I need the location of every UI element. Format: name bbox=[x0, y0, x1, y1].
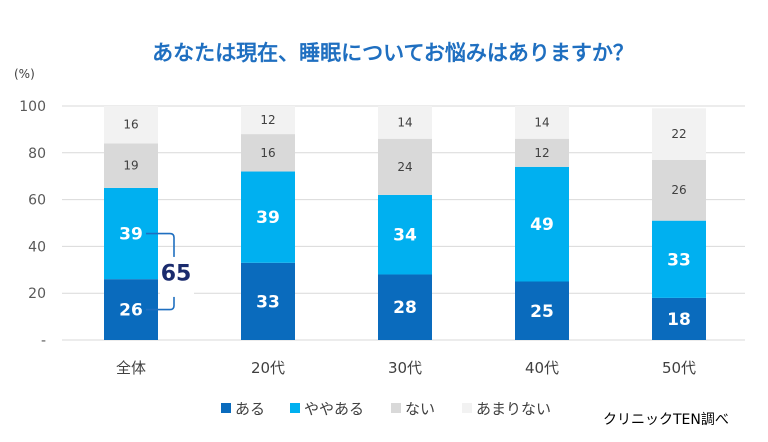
data-label: 16 bbox=[260, 146, 275, 160]
x-tick-label: 全体 bbox=[116, 359, 146, 377]
legend-swatch bbox=[221, 403, 231, 413]
data-label: 26 bbox=[119, 301, 143, 321]
bar-segment bbox=[652, 159, 706, 221]
legend-label: ない bbox=[405, 400, 435, 418]
bar-segment bbox=[241, 262, 295, 340]
bar-segment bbox=[378, 194, 432, 275]
chart-title: あなたは現在、睡眠についてお悩みはありますか？ bbox=[152, 41, 634, 65]
bar-segment bbox=[241, 134, 295, 172]
y-tick-label: 100 bbox=[19, 99, 46, 115]
data-label: 49 bbox=[530, 215, 554, 235]
sum-label: 65 bbox=[161, 262, 192, 287]
legend-label: ある bbox=[235, 400, 265, 418]
legend: ある ややある ない あまりない bbox=[221, 400, 551, 418]
legend-swatch bbox=[462, 403, 472, 413]
data-label: 14 bbox=[397, 115, 412, 129]
bar-segment bbox=[515, 281, 569, 340]
data-label: 33 bbox=[667, 250, 691, 270]
sum-label-bg bbox=[160, 256, 194, 297]
bar-segment bbox=[241, 171, 295, 263]
bar-segment bbox=[378, 138, 432, 195]
bar-segment bbox=[104, 143, 158, 188]
x-tick-label: 50代 bbox=[662, 359, 696, 377]
data-label: 18 bbox=[667, 310, 691, 330]
data-label: 24 bbox=[397, 160, 412, 174]
x-axis-labels: 全体 20代 30代 40代 50代 bbox=[116, 359, 696, 377]
y-tick-label: 60 bbox=[28, 193, 46, 209]
x-tick-label: 30代 bbox=[388, 359, 422, 377]
bar-segment bbox=[104, 106, 158, 144]
bar-segment bbox=[652, 297, 706, 340]
bar-segment bbox=[378, 106, 432, 139]
bar-segment bbox=[652, 108, 706, 160]
data-label: 28 bbox=[393, 298, 417, 318]
legend-swatch bbox=[391, 403, 401, 413]
legend-label: ややある bbox=[304, 400, 364, 418]
legend-swatch bbox=[290, 403, 300, 413]
data-label: 25 bbox=[530, 302, 554, 322]
y-tick-label: 80 bbox=[28, 146, 46, 162]
data-label: 16 bbox=[123, 118, 138, 132]
y-tick-label: 40 bbox=[28, 239, 46, 255]
data-label: 12 bbox=[534, 146, 549, 160]
data-label: 19 bbox=[123, 159, 138, 173]
y-axis-ticks: - 20 40 60 80 100 bbox=[19, 99, 46, 349]
data-label: 39 bbox=[119, 225, 143, 245]
bar-segment bbox=[241, 106, 295, 135]
x-tick-label: 20代 bbox=[251, 359, 285, 377]
x-tick-label: 40代 bbox=[525, 359, 559, 377]
data-label: 14 bbox=[534, 115, 549, 129]
data-label: 22 bbox=[671, 127, 686, 141]
legend-label: あまりない bbox=[476, 400, 551, 418]
y-tick-label: - bbox=[41, 333, 46, 349]
bar-segment bbox=[515, 166, 569, 282]
bar-segment bbox=[652, 220, 706, 298]
bars: 26 39 19 16 33 39 16 12 28 34 24 14 25 49 12 14 18 33 26 22 bbox=[104, 106, 706, 340]
data-label: 33 bbox=[256, 292, 280, 312]
data-label: 12 bbox=[260, 113, 275, 127]
sum-bracket: 65 bbox=[146, 232, 194, 311]
data-label: 34 bbox=[393, 226, 417, 246]
bar-segment bbox=[515, 138, 569, 167]
data-label: 39 bbox=[256, 208, 280, 228]
bar-segment bbox=[378, 274, 432, 340]
bar-segment bbox=[515, 106, 569, 139]
y-tick-label: 20 bbox=[28, 286, 46, 302]
y-axis-unit: (%) bbox=[14, 67, 35, 81]
data-label: 26 bbox=[671, 183, 686, 197]
source-note: クリニックTEN調べ bbox=[603, 412, 729, 428]
